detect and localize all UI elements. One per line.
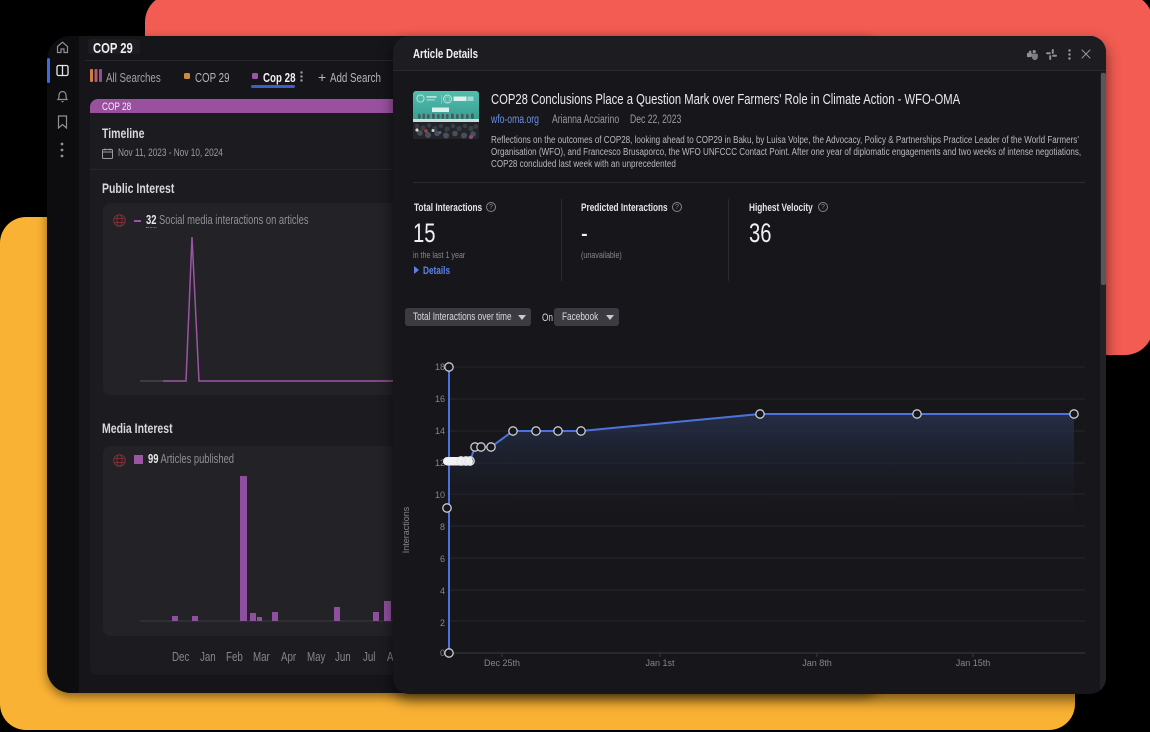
- svg-text:2: 2: [440, 618, 445, 628]
- svg-text:10: 10: [435, 490, 445, 500]
- svg-text:Interactions: Interactions: [401, 506, 411, 553]
- svg-text:6: 6: [440, 554, 445, 564]
- svg-text:0: 0: [440, 648, 445, 658]
- svg-text:14: 14: [435, 426, 445, 436]
- svg-text:Jan 1st: Jan 1st: [645, 658, 675, 668]
- svg-text:8: 8: [440, 522, 445, 532]
- svg-text:18: 18: [435, 362, 445, 372]
- svg-text:4: 4: [440, 586, 445, 596]
- svg-text:16: 16: [435, 394, 445, 404]
- svg-text:Jan 8th: Jan 8th: [802, 658, 832, 668]
- svg-text:Dec 25th: Dec 25th: [484, 658, 520, 668]
- svg-text:12: 12: [435, 458, 445, 468]
- svg-text:Jan 15th: Jan 15th: [956, 658, 991, 668]
